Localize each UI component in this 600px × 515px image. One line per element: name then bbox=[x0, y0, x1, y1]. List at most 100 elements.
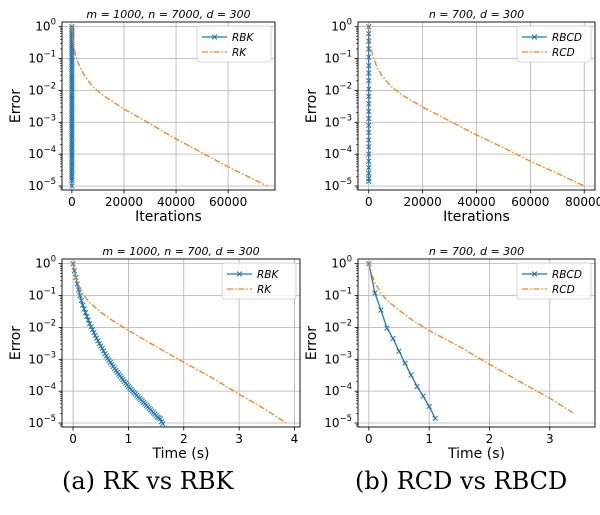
data-point-rbk bbox=[69, 57, 75, 63]
data-point-rbk bbox=[69, 64, 75, 70]
data-point-rbcd bbox=[378, 307, 384, 313]
axes-frame bbox=[357, 258, 596, 428]
legend-label-rbcd: RBCD bbox=[552, 269, 582, 281]
data-point-rbk bbox=[69, 144, 75, 150]
plot-area bbox=[366, 23, 585, 187]
data-point-rbcd bbox=[366, 86, 372, 92]
x-tick-label: 0 bbox=[365, 195, 373, 209]
y-tick-label: 10−1 bbox=[324, 287, 352, 303]
data-point-rbk bbox=[99, 345, 105, 352]
data-point-rbk bbox=[69, 97, 75, 104]
chart-panel-1: 0 20000 40000 60000 100 10−1 10−2 10−3 10−4 10−5 m… bbox=[8, 8, 276, 225]
data-point-rbk bbox=[69, 137, 75, 144]
legend-label-rcd: RCD bbox=[552, 47, 575, 59]
data-point-rbcd bbox=[366, 62, 372, 69]
data-point-rbk bbox=[69, 115, 75, 121]
data-point-rbk bbox=[69, 104, 75, 110]
data-point-rbk bbox=[157, 416, 163, 422]
data-point-rbcd bbox=[366, 93, 372, 100]
data-point-rbk bbox=[69, 162, 75, 168]
axes-frame bbox=[61, 258, 301, 428]
y-tick-label: 10−1 bbox=[28, 287, 56, 303]
y-axis-label: Error bbox=[304, 326, 320, 360]
y-tick-label: 100 bbox=[35, 18, 56, 34]
data-point-rbk bbox=[69, 86, 75, 92]
x-axis-label: Iterations bbox=[443, 209, 510, 225]
data-point-rbk bbox=[91, 329, 97, 336]
data-point-rbk bbox=[69, 81, 75, 88]
data-point-rbcd bbox=[414, 383, 420, 390]
plot-area bbox=[70, 260, 287, 427]
y-tick-label: 100 bbox=[331, 255, 352, 271]
data-point-rbk bbox=[88, 323, 94, 330]
data-point-rbcd bbox=[366, 144, 372, 150]
chart-title: m = 1000, n = 700, d = 300 bbox=[102, 245, 259, 258]
x-tick-label: 0 bbox=[68, 195, 76, 209]
data-point-rbcd bbox=[366, 122, 372, 129]
data-point-rbk bbox=[69, 66, 75, 72]
x-tick-label: 20000 bbox=[404, 195, 442, 209]
data-point-rbk bbox=[69, 164, 75, 170]
data-point-rbk bbox=[69, 183, 75, 189]
data-point-rbcd bbox=[366, 30, 372, 37]
data-point-rbcd bbox=[366, 101, 372, 107]
data-point-rbk bbox=[69, 50, 75, 57]
data-point-rbk bbox=[89, 326, 96, 333]
data-point-rbk bbox=[69, 88, 75, 95]
data-point-rbk bbox=[82, 309, 89, 316]
series-line-rcd bbox=[368, 263, 575, 414]
legend-marker bbox=[211, 34, 218, 40]
x-tick-label: 4 bbox=[291, 432, 299, 446]
data-point-rbk bbox=[77, 292, 83, 299]
data-point-rbk bbox=[69, 95, 75, 101]
legend: RBCD RCD bbox=[516, 262, 592, 300]
data-point-rbk bbox=[85, 317, 92, 323]
chart-title: n = 700, d = 300 bbox=[429, 8, 524, 21]
data-point-rbk bbox=[69, 139, 75, 146]
data-point-rbcd bbox=[366, 164, 372, 171]
data-point-rbk bbox=[69, 142, 75, 148]
legend-marker bbox=[531, 271, 538, 277]
data-point-rbk bbox=[69, 73, 75, 79]
y-tick-label: 10−5 bbox=[324, 414, 352, 430]
x-tick-label: 3 bbox=[235, 432, 243, 446]
y-tick-label: 10−5 bbox=[324, 177, 352, 193]
y-tick-label: 10−2 bbox=[28, 81, 56, 97]
legend-marker bbox=[236, 271, 243, 277]
y-axis-label: Error bbox=[8, 326, 24, 360]
legend: RBK RK bbox=[221, 262, 297, 300]
legend-marker bbox=[531, 34, 538, 40]
y-tick-label: 10−2 bbox=[324, 318, 352, 334]
data-point-rbcd bbox=[396, 348, 402, 354]
y-tick-label: 10−2 bbox=[324, 81, 352, 97]
x-tick-label: 0 bbox=[365, 432, 373, 446]
data-point-rbk bbox=[69, 110, 75, 117]
data-point-rbk bbox=[69, 135, 75, 141]
data-point-rbk bbox=[69, 90, 75, 97]
data-point-rbcd bbox=[366, 115, 372, 122]
data-point-rbk bbox=[69, 146, 75, 153]
y-tick-label: 10−1 bbox=[324, 50, 352, 66]
data-point-rbcd bbox=[366, 54, 372, 60]
data-point-rbcd bbox=[366, 158, 372, 164]
series-line-rk bbox=[71, 26, 268, 187]
data-point-rbk bbox=[69, 148, 75, 155]
data-point-rbk bbox=[70, 260, 76, 267]
x-tick-label: 40000 bbox=[157, 195, 195, 209]
data-point-rbk bbox=[69, 166, 75, 173]
data-point-rbk bbox=[69, 177, 75, 184]
data-point-rbk bbox=[159, 420, 166, 427]
data-point-rbk bbox=[69, 30, 75, 37]
data-point-rbk bbox=[69, 44, 75, 50]
chart-panel-2: 0 20000 40000 60000 80000 100 10−1 10−2 10−3 10−4… bbox=[304, 8, 600, 225]
x-axis-label: Iterations bbox=[135, 209, 202, 225]
data-point-rbk bbox=[69, 70, 75, 77]
data-point-rbk bbox=[69, 101, 75, 108]
data-point-rbk bbox=[69, 124, 75, 130]
y-tick-label: 10−4 bbox=[28, 382, 56, 398]
y-tick-label: 100 bbox=[331, 18, 352, 34]
x-tick-label: 2 bbox=[486, 432, 494, 446]
data-point-rbk bbox=[69, 93, 75, 99]
data-point-rbcd bbox=[366, 137, 372, 143]
